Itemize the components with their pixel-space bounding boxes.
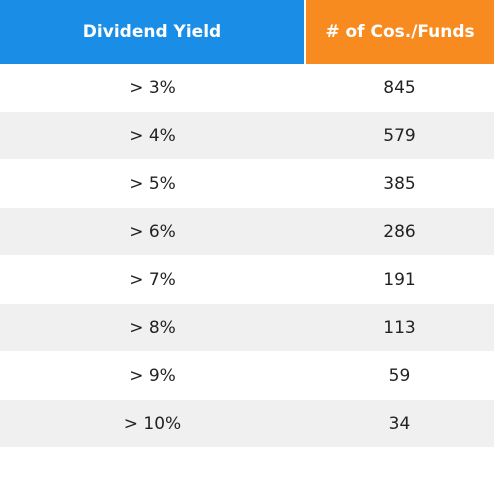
yield-cell: > 5%: [0, 159, 305, 208]
table-row: > 3% 845: [0, 64, 494, 112]
yield-cell: > 8%: [0, 303, 305, 352]
count-cell: 286: [305, 207, 494, 256]
header-row: Dividend Yield # of Cos./Funds: [0, 0, 494, 64]
table-row: > 7% 191: [0, 255, 494, 304]
count-cell: 59: [305, 351, 494, 400]
yield-cell: > 6%: [0, 207, 305, 256]
table-row: > 6% 286: [0, 207, 494, 256]
yield-cell: > 4%: [0, 111, 305, 160]
table-row: > 9% 59: [0, 351, 494, 400]
count-cell: 385: [305, 159, 494, 208]
header-number-of-funds: # of Cos./Funds: [305, 0, 494, 64]
header-dividend-yield: Dividend Yield: [0, 0, 306, 64]
count-cell: 34: [305, 399, 494, 447]
yield-cell: > 7%: [0, 255, 305, 304]
count-cell: 191: [305, 255, 494, 304]
yield-cell: > 3%: [0, 64, 305, 112]
table-row: > 8% 113: [0, 303, 494, 352]
yield-cell: > 9%: [0, 351, 305, 400]
table-header: Dividend Yield # of Cos./Funds: [0, 0, 494, 64]
count-cell: 845: [305, 64, 494, 112]
table-body: > 3% 845 > 4% 579 > 5% 385 > 6% 286 > 7%…: [0, 64, 494, 447]
count-cell: 113: [305, 303, 494, 352]
table-row: > 10% 34: [0, 399, 494, 447]
yield-cell: > 10%: [0, 399, 305, 447]
count-cell: 579: [305, 111, 494, 160]
table-row: > 4% 579: [0, 111, 494, 160]
dividend-yield-table: Dividend Yield # of Cos./Funds > 3% 845 …: [0, 0, 494, 447]
table-row: > 5% 385: [0, 159, 494, 208]
